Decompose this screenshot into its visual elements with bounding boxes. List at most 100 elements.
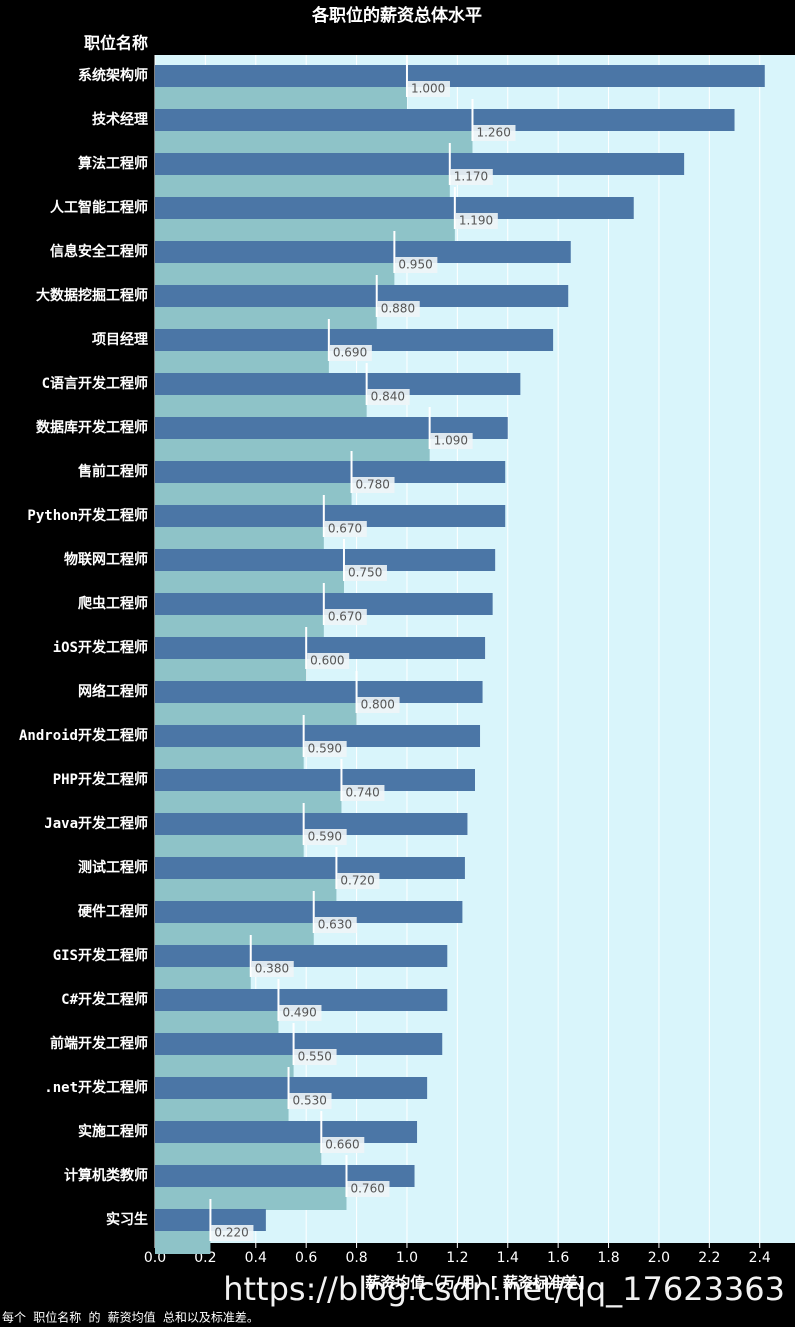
value-label-box bbox=[329, 345, 372, 361]
y-tick-label: 爬虫工程师 bbox=[78, 595, 148, 612]
value-label: 0.950 bbox=[398, 258, 432, 272]
std-bar bbox=[155, 527, 324, 550]
std-bar bbox=[155, 351, 329, 374]
mean-bar bbox=[155, 681, 483, 703]
value-label-box bbox=[357, 697, 400, 713]
chart-title: 各职位的薪资总体水平 bbox=[311, 5, 482, 26]
mean-bar bbox=[155, 769, 475, 791]
std-bar bbox=[155, 175, 450, 198]
std-bar bbox=[155, 395, 367, 418]
mean-bar bbox=[155, 285, 569, 307]
std-bar bbox=[155, 1143, 322, 1166]
value-label: 0.760 bbox=[350, 1182, 384, 1196]
value-label-box bbox=[304, 829, 347, 845]
value-label: 0.630 bbox=[318, 918, 352, 932]
value-label: 0.550 bbox=[298, 1050, 332, 1064]
y-tick-label: 计算机类教师 bbox=[64, 1167, 148, 1184]
y-tick-label: 项目经理 bbox=[92, 331, 148, 348]
mean-bar bbox=[155, 989, 448, 1011]
value-label: 0.880 bbox=[381, 302, 415, 316]
value-label-box bbox=[337, 873, 380, 889]
y-tick-label: 实施工程师 bbox=[78, 1123, 148, 1140]
value-label: 1.090 bbox=[434, 434, 468, 448]
mean-bar bbox=[155, 901, 463, 923]
y-tick-label: 算法工程师 bbox=[78, 155, 148, 172]
value-label-box bbox=[395, 257, 438, 273]
value-label: 0.670 bbox=[328, 522, 362, 536]
value-label-box bbox=[314, 917, 357, 933]
y-tick-label: 前端开发工程师 bbox=[50, 1035, 148, 1052]
std-bar bbox=[155, 1055, 294, 1078]
value-label: 0.220 bbox=[214, 1226, 248, 1240]
y-axis-label: 职位名称 bbox=[84, 34, 148, 53]
y-tick-label: 数据库开发工程师 bbox=[36, 419, 148, 436]
mean-bar bbox=[155, 241, 571, 263]
x-tick-label: 1.8 bbox=[597, 1250, 619, 1266]
value-label-box bbox=[279, 1005, 322, 1021]
value-label: 0.670 bbox=[328, 610, 362, 624]
value-label: 0.590 bbox=[308, 742, 342, 756]
mean-bar bbox=[155, 417, 508, 439]
std-bar bbox=[155, 615, 324, 638]
std-bar bbox=[155, 967, 251, 990]
value-label-box bbox=[324, 609, 367, 625]
value-label-box bbox=[367, 389, 410, 405]
std-bar bbox=[155, 791, 342, 814]
mean-bar bbox=[155, 153, 685, 175]
mean-bar bbox=[155, 637, 486, 659]
mean-bar bbox=[155, 1033, 443, 1055]
value-label: 0.780 bbox=[356, 478, 390, 492]
y-tick-label: 硬件工程师 bbox=[78, 903, 148, 920]
x-tick-label: 1.2 bbox=[446, 1250, 468, 1266]
mean-bar bbox=[155, 197, 634, 219]
value-label-box bbox=[251, 961, 294, 977]
value-label-box bbox=[450, 169, 493, 185]
value-label-box bbox=[307, 653, 350, 669]
std-bar bbox=[155, 439, 430, 462]
x-tick-label: 0.6 bbox=[295, 1250, 317, 1266]
y-tick-label: PHP开发工程师 bbox=[53, 771, 148, 788]
value-label: 0.720 bbox=[340, 874, 374, 888]
mean-bar bbox=[155, 549, 496, 571]
mean-bar bbox=[155, 505, 506, 527]
value-label-box bbox=[289, 1093, 332, 1109]
value-label-box bbox=[473, 125, 516, 141]
y-tick-label: Android开发工程师 bbox=[19, 727, 148, 744]
mean-bar bbox=[155, 945, 448, 967]
mean-bar bbox=[155, 857, 465, 879]
mean-bar bbox=[155, 813, 468, 835]
std-bar bbox=[155, 263, 395, 286]
std-bar bbox=[155, 1099, 289, 1122]
value-label-box bbox=[342, 785, 385, 801]
value-label: 1.170 bbox=[454, 170, 488, 184]
std-bar bbox=[155, 879, 337, 902]
y-tick-label: GIS开发工程师 bbox=[53, 947, 148, 964]
y-tick-label: 测试工程师 bbox=[78, 859, 148, 876]
value-label-box bbox=[377, 301, 420, 317]
std-bar bbox=[155, 1231, 211, 1254]
value-label: 0.590 bbox=[308, 830, 342, 844]
y-tick-label: 实习生 bbox=[106, 1211, 148, 1228]
value-label-box bbox=[294, 1049, 337, 1065]
mean-bar bbox=[155, 1077, 428, 1099]
mean-bar bbox=[155, 65, 765, 87]
value-label: 0.740 bbox=[345, 786, 379, 800]
value-label-box bbox=[322, 1137, 365, 1153]
mean-bar bbox=[155, 461, 506, 483]
value-label-box bbox=[347, 1181, 390, 1197]
std-bar bbox=[155, 131, 473, 154]
value-label: 0.690 bbox=[333, 346, 367, 360]
x-tick-label: 0.4 bbox=[245, 1250, 267, 1266]
y-tick-label: Python开发工程师 bbox=[27, 507, 148, 524]
value-label-box bbox=[211, 1225, 254, 1241]
y-tick-label: 系统架构师 bbox=[78, 67, 148, 84]
mean-bar bbox=[155, 1121, 418, 1143]
mean-bar bbox=[155, 373, 521, 395]
value-label: 1.260 bbox=[476, 126, 510, 140]
value-label: 0.660 bbox=[325, 1138, 359, 1152]
std-bar bbox=[155, 659, 307, 682]
y-tick-label: 人工智能工程师 bbox=[50, 199, 148, 216]
std-bar bbox=[155, 1187, 347, 1210]
y-tick-label: 物联网工程师 bbox=[64, 551, 148, 568]
std-bar bbox=[155, 307, 377, 330]
